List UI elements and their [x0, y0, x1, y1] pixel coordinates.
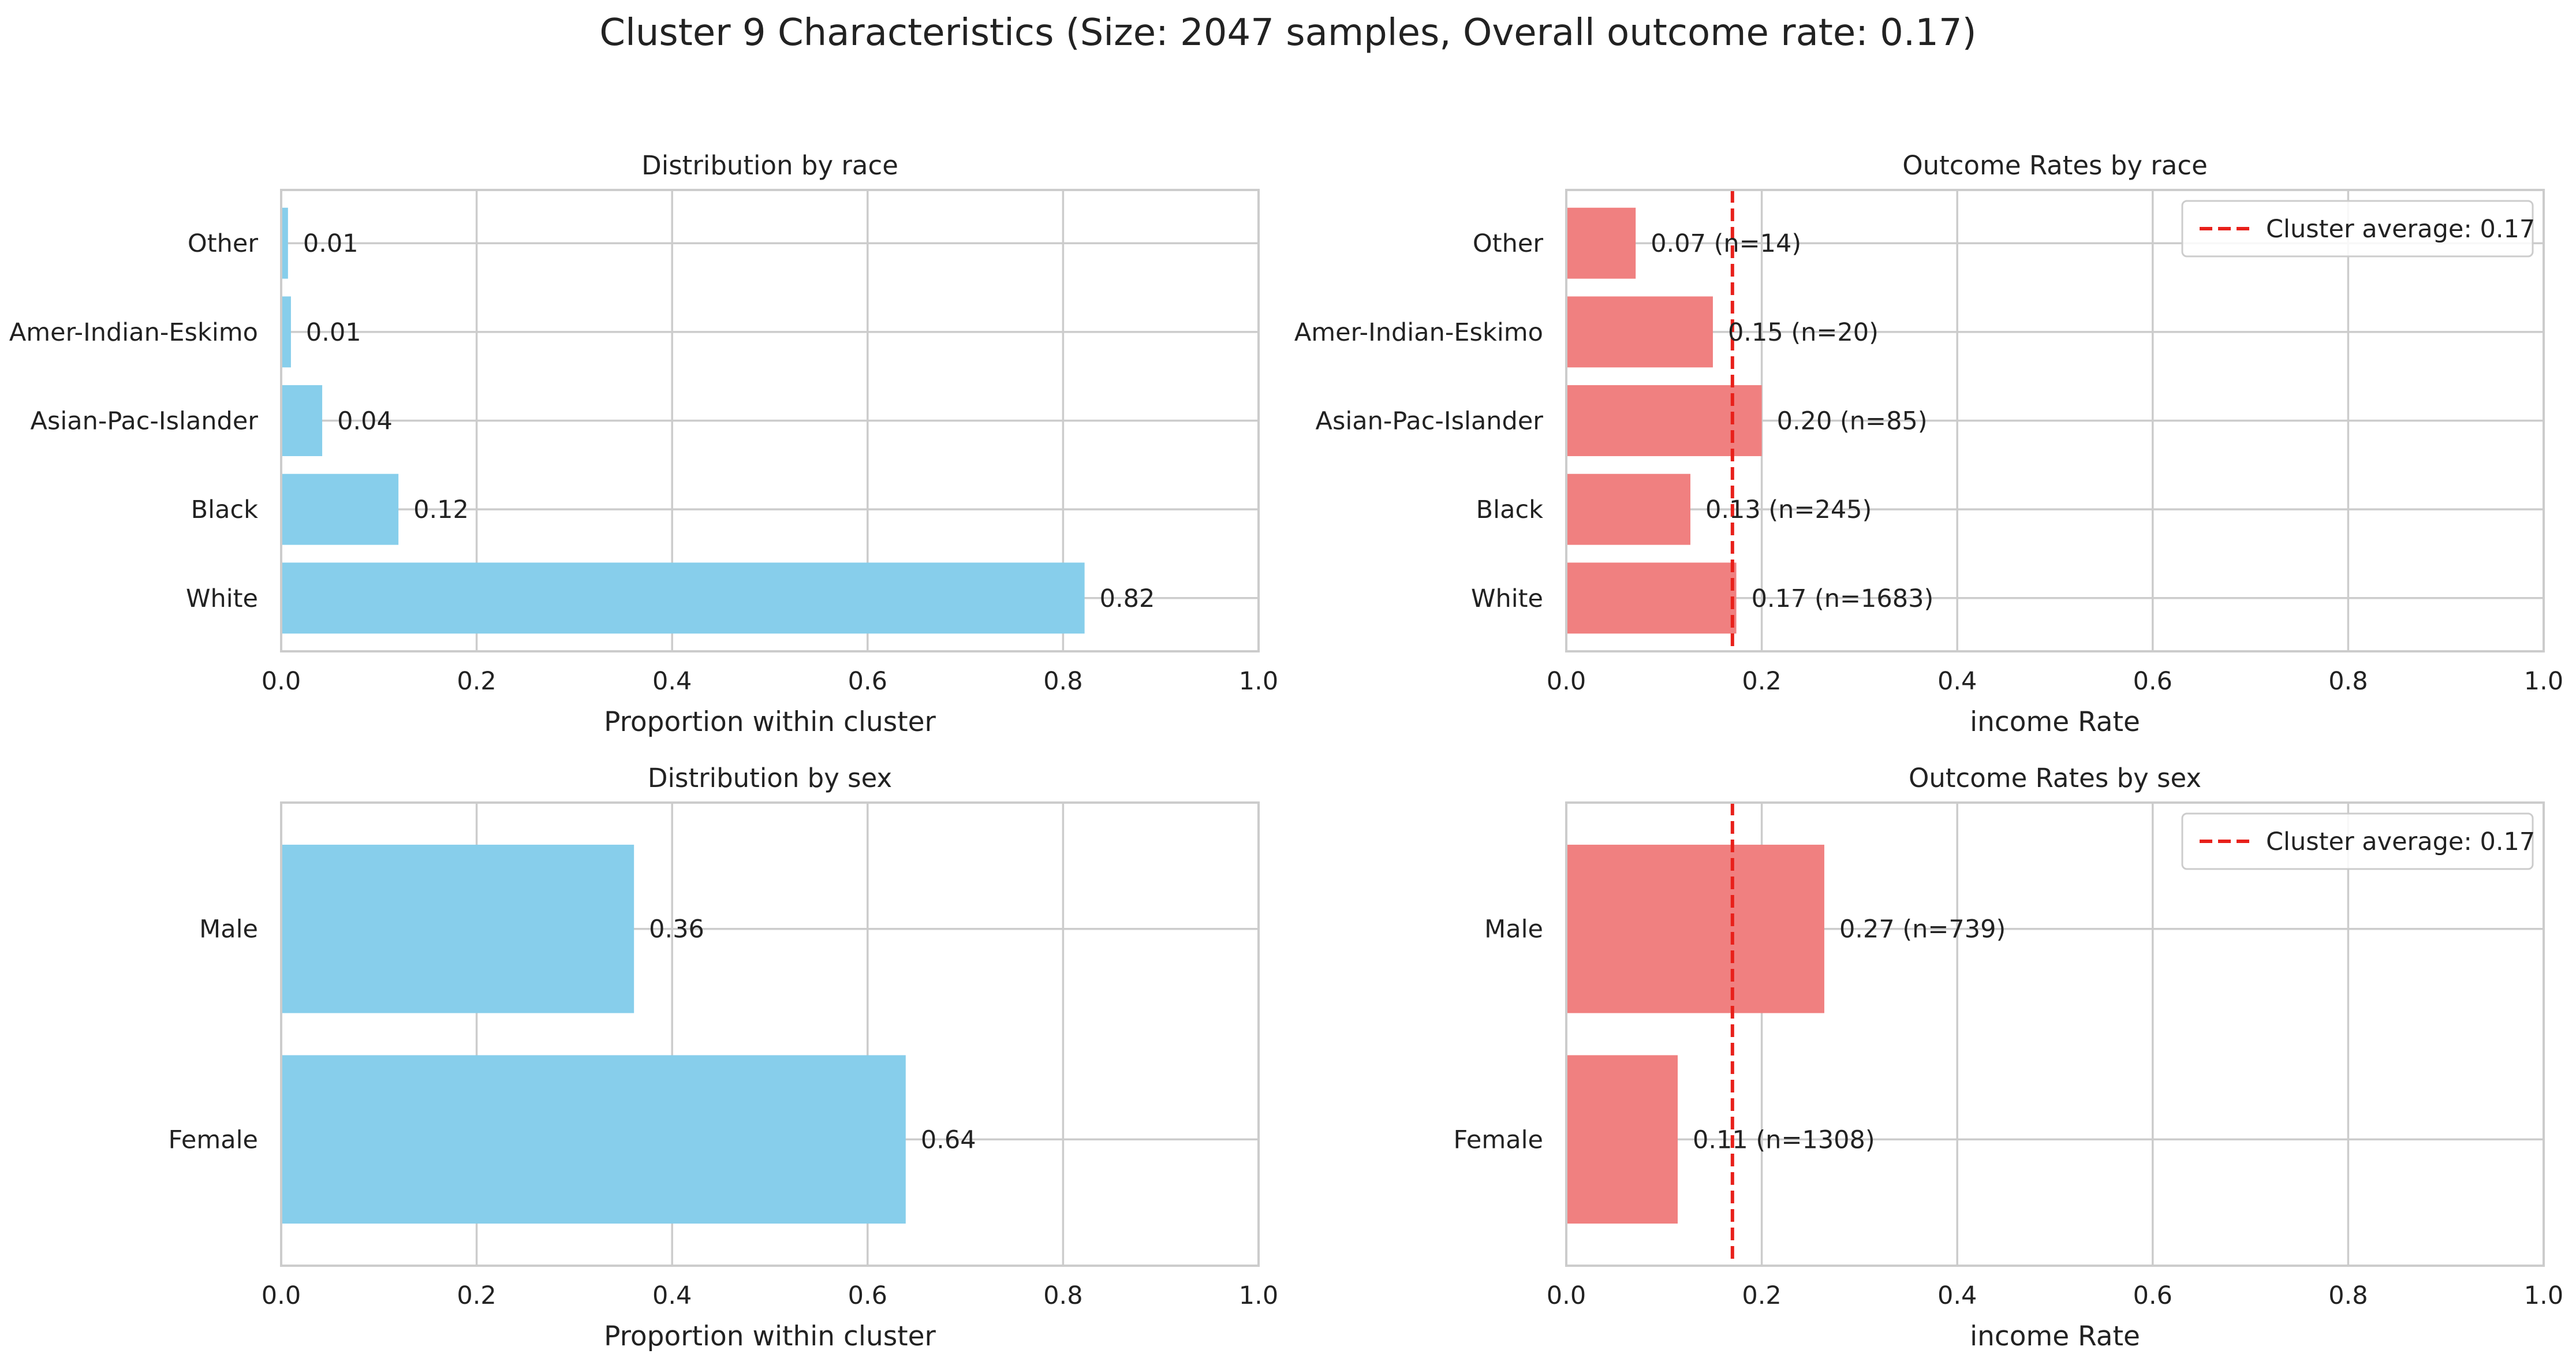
y-tick-label: Female: [169, 1125, 258, 1154]
panel-title: Outcome Rates by sex: [1909, 763, 2201, 793]
data-label: 0.12: [413, 495, 469, 524]
y-tick-label: Black: [1476, 495, 1543, 524]
chart-panel-dist-sex: 0.64 0.36 0.0 0.2 0.4 0.6 0.8 1.0 Female Male Dist…: [169, 763, 1279, 1352]
bar-amer-indian-eskimo: [1566, 296, 1713, 368]
legend: Cluster average: 0.17: [2181, 812, 2535, 870]
data-label: 0.01: [306, 318, 361, 347]
x-tick-label: 0.2: [1742, 667, 1781, 696]
x-axis-label: income Rate: [1970, 706, 2140, 738]
chart-panel-outcome-sex: 0.11 (n=1308) 0.27 (n=739) 0.0 0.2 0.4 0.6 0.8…: [1454, 763, 2564, 1352]
y-tick-label: Asian-Pac-Islander: [1316, 407, 1544, 436]
panel-title: Distribution by race: [641, 150, 898, 181]
bar-asian-pac-islander: [281, 385, 323, 456]
chart-panel-dist-race: 0.82 0.12 0.04 0.01 0.01 0.0 0.2 0.4 0.6 0.8 1.0 Wh…: [9, 150, 1278, 738]
y-tick-label: Other: [1473, 229, 1543, 258]
y-tick-label: Other: [188, 229, 258, 258]
bar-female: [281, 1055, 906, 1224]
x-tick-label: 0.4: [652, 667, 692, 696]
plot-frame: [280, 189, 1260, 652]
x-tick-label: 0.0: [1547, 667, 1586, 696]
chart-panel-outcome-race: 0.17 (n=1683) 0.13 (n=245) 0.20 (n=85) 0.15…: [1294, 150, 2563, 738]
bar-white: [1566, 562, 1737, 634]
x-tick-label: 0.2: [457, 667, 496, 696]
x-tick-label: 0.8: [2328, 1281, 2368, 1310]
x-tick-label: 0.6: [2133, 1281, 2172, 1310]
bar-amer-indian-eskimo: [281, 296, 291, 368]
x-tick-label: 0.8: [2328, 667, 2368, 696]
data-label: 0.11 (n=1308): [1693, 1125, 1875, 1154]
data-label: 0.36: [649, 915, 704, 944]
y-tick-label: Male: [199, 915, 258, 944]
x-tick-label: 0.8: [1043, 667, 1082, 696]
y-tick-label: Female: [1454, 1125, 1543, 1154]
data-label: 0.27 (n=739): [1839, 915, 2006, 944]
panel-title: Distribution by sex: [648, 763, 892, 793]
data-label: 0.13 (n=245): [1705, 495, 1872, 524]
y-tick-label: White: [186, 584, 258, 613]
y-tick-label: Black: [191, 495, 258, 524]
y-tick-label: Male: [1484, 915, 1543, 944]
bar-black: [281, 473, 399, 545]
plot-frame: [1565, 189, 2545, 652]
x-tick-label: 0.4: [1937, 667, 1977, 696]
data-label: 0.64: [921, 1125, 976, 1154]
x-tick-label: 0.8: [1043, 1281, 1082, 1310]
legend: Cluster average: 0.17: [2181, 200, 2535, 258]
x-axis-label: income Rate: [1970, 1321, 2140, 1352]
legend-label: Cluster average: 0.17: [2266, 215, 2535, 244]
data-label: 0.01: [303, 229, 359, 258]
x-tick-label: 0.6: [848, 1281, 887, 1310]
x-tick-label: 0.2: [1742, 1281, 1781, 1310]
y-tick-label: Amer-Indian-Eskimo: [9, 318, 258, 347]
figure-title: Cluster 9 Characteristics (Size: 2047 sa…: [599, 12, 1976, 54]
x-axis-label: Proportion within cluster: [604, 706, 936, 738]
bar-asian-pac-islander: [1566, 385, 1762, 456]
data-label: 0.04: [337, 407, 393, 436]
data-label: 0.07 (n=14): [1651, 229, 1801, 258]
plot-frame: [280, 801, 1260, 1267]
x-tick-label: 1.0: [2524, 667, 2563, 696]
x-tick-label: 0.0: [262, 1281, 301, 1310]
data-label: 0.82: [1100, 584, 1155, 613]
data-label: 0.20 (n=85): [1777, 407, 1928, 436]
bar-male: [281, 844, 634, 1013]
x-axis-label: Proportion within cluster: [604, 1321, 936, 1352]
x-tick-label: 1.0: [2524, 1281, 2563, 1310]
bar-male: [1566, 844, 1824, 1013]
legend-box: [2181, 200, 2534, 258]
x-tick-label: 0.4: [652, 1281, 692, 1310]
x-tick-label: 1.0: [1239, 667, 1278, 696]
x-tick-label: 0.6: [848, 667, 887, 696]
plot-frame: [1565, 801, 2545, 1267]
x-tick-label: 0.6: [2133, 667, 2172, 696]
legend-box: [2181, 812, 2534, 870]
y-tick-label: White: [1471, 584, 1543, 613]
bar-black: [1566, 473, 1691, 545]
y-tick-label: Amer-Indian-Eskimo: [1294, 318, 1543, 347]
charts-grid: 0.82 0.12 0.04 0.01 0.01 0.0 0.2 0.4 0.6 0.8 1.0 Wh…: [9, 150, 2563, 1352]
y-tick-label: Asian-Pac-Islander: [31, 407, 259, 436]
data-label: 0.17 (n=1683): [1752, 584, 1934, 613]
x-tick-label: 0.0: [262, 667, 301, 696]
bar-other: [281, 207, 288, 279]
data-label: 0.15 (n=20): [1728, 318, 1879, 347]
x-tick-label: 0.2: [457, 1281, 496, 1310]
legend-label: Cluster average: 0.17: [2266, 827, 2535, 856]
x-tick-label: 0.0: [1547, 1281, 1586, 1310]
bar-other: [1566, 207, 1636, 279]
bar-female: [1566, 1055, 1678, 1224]
x-tick-label: 0.4: [1937, 1281, 1977, 1310]
panel-title: Outcome Rates by race: [1902, 150, 2208, 181]
bar-white: [281, 562, 1085, 634]
x-tick-label: 1.0: [1239, 1281, 1278, 1310]
